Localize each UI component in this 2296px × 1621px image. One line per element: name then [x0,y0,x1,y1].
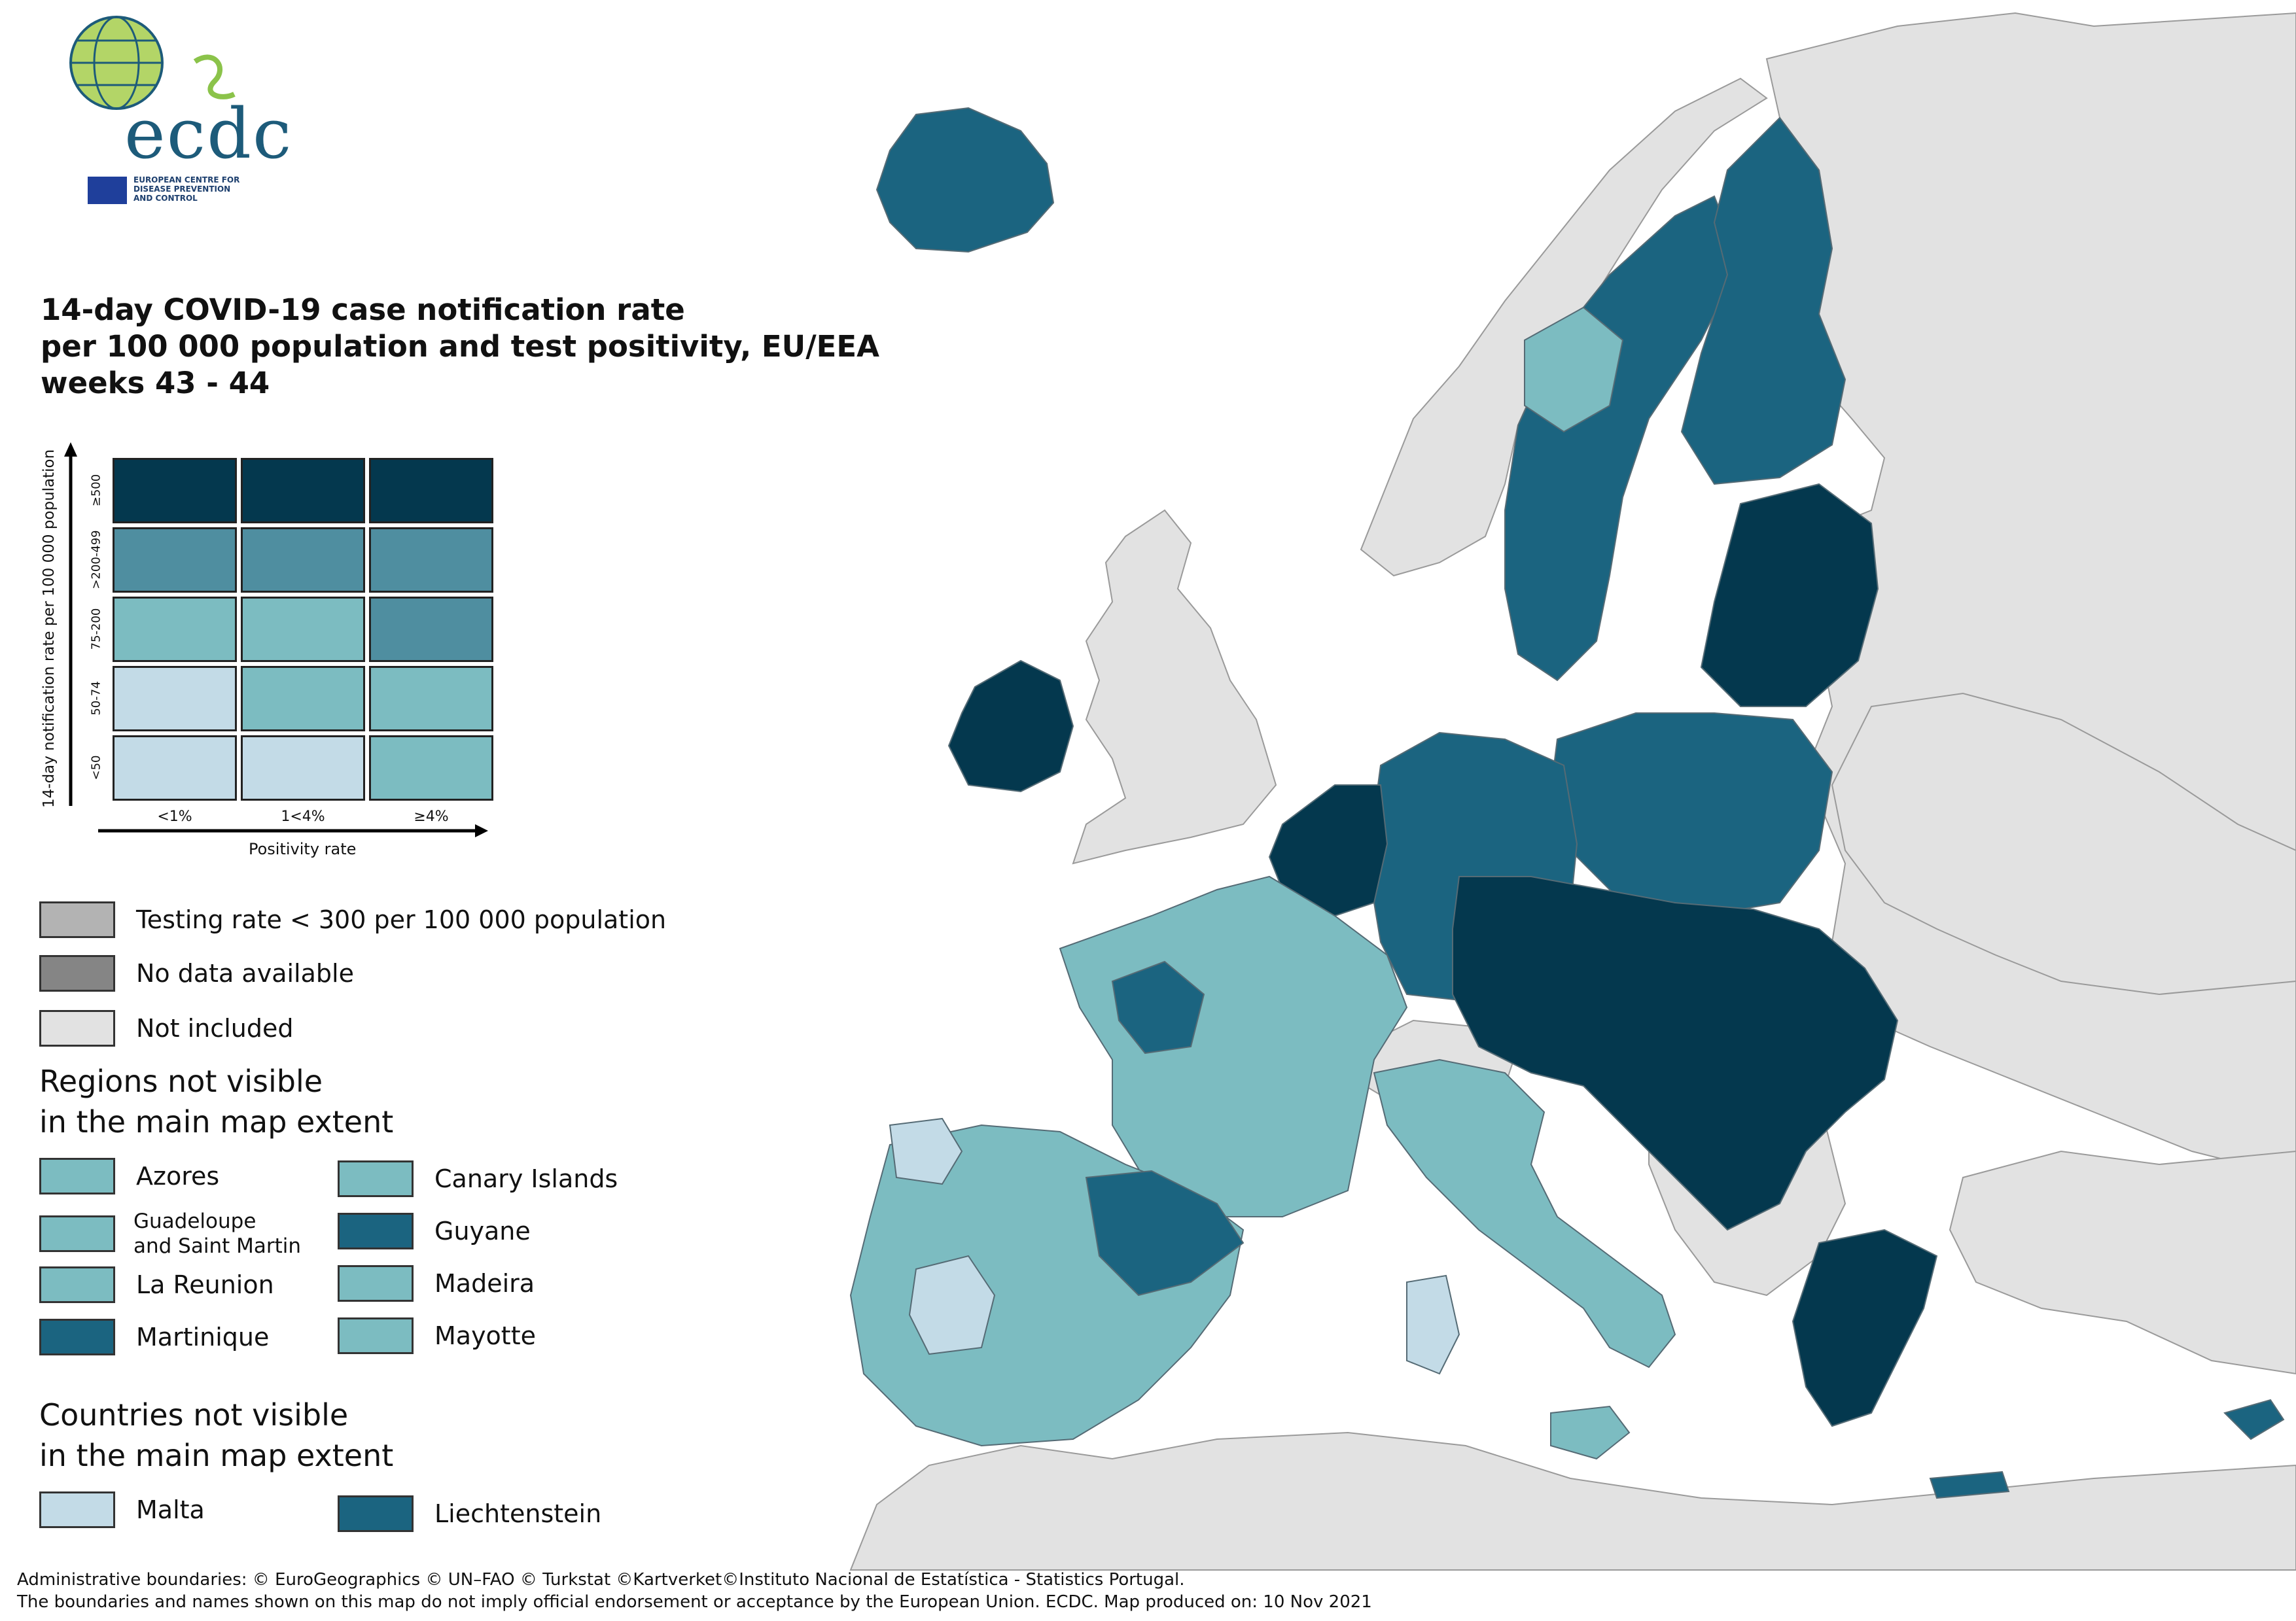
legend-region-azores: Azores [39,1157,219,1196]
matrix-column-label: <1% [157,809,192,825]
legend-country-liechtenstein: Liechtenstein [338,1494,601,1533]
matrix-cell [369,527,493,593]
map-region-sardinia [1406,1274,1460,1375]
map-region-sweden [1504,195,1742,682]
legend-region-reunion: La Reunion [39,1265,274,1304]
globe-icon [69,16,236,110]
legend-region-guadeloupe: Guadeloupe and Saint Martin [39,1208,301,1260]
matrix-column-label: 1<4% [281,809,325,825]
countries-heading: Countries not visible in the main map ex… [39,1397,394,1473]
legend-region-martinique: Martinique [39,1317,269,1357]
map-region-turkey [1949,1150,2296,1375]
map-region-spain-center-pale [908,1255,996,1355]
matrix-cell [369,666,493,731]
map-region-baltics [1700,483,1879,707]
matrix-cell [369,458,493,523]
map-region-ukraine-belarus [1831,692,2296,996]
legend-not-included: Not included [39,1009,293,1048]
footer-line-2: The boundaries and names shown on this m… [17,1592,1372,1612]
footer-line-1: Administrative boundaries: © EuroGeograp… [17,1570,1185,1590]
matrix-cell [113,735,237,801]
liechtenstein-swatch [338,1495,414,1532]
map-region-cyprus [2223,1399,2285,1440]
matrix-cell [113,666,237,731]
map-title-line-2: per 100 000 population and test positivi… [41,329,879,364]
matrix-cell [241,735,365,801]
matrix-row-label: <50 [89,755,103,780]
logo-subtitle: EUROPEAN CENTRE FOR DISEASE PREVENTION A… [133,175,240,203]
legend-testing-rate-swatch [39,901,115,938]
map-region-italy [1373,1058,1676,1368]
map-region-central-dark [1452,876,1899,1231]
footer-credits: Administrative boundaries: © EuroGeograp… [17,1569,1372,1613]
legend-region-madeira: Madeira [338,1264,535,1303]
matrix-cell [113,527,237,593]
map-region-uk [1072,509,1277,865]
x-axis-title: Positivity rate [249,840,357,858]
matrix-cell [113,597,237,662]
mayotte-swatch [338,1317,414,1354]
legend-region-guyane: Guyane [338,1211,531,1251]
map-region-north-africa [849,1431,2296,1571]
matrix-cell [369,597,493,662]
canary-swatch [338,1160,414,1197]
logo-wordmark: ecdc [124,94,293,174]
matrix-cell [241,597,365,662]
matrix-column-label: ≥4% [414,809,449,825]
matrix-cell [113,458,237,523]
map-region-france [1059,875,1408,1217]
matrix-cell [369,735,493,801]
legend-no-data-swatch [39,955,115,992]
matrix-cell [241,527,365,593]
madeira-swatch [338,1265,414,1302]
map-title-line-1: 14-day COVID-19 case notification rate [41,292,685,327]
legend-testing-rate: Testing rate < 300 per 100 000 populatio… [39,900,666,939]
regions-heading: Regions not visible in the main map exte… [39,1064,394,1140]
eu-flag-icon [88,177,127,204]
malta-swatch [39,1491,115,1528]
map-region-sweden-north [1524,306,1624,433]
azores-swatch [39,1158,115,1194]
martinique-swatch [39,1319,115,1355]
guadeloupe-swatch [39,1215,115,1252]
legend-not-included-swatch [39,1010,115,1047]
guyane-swatch [338,1213,414,1249]
map-title: 14-day COVID-19 case notification rate p… [41,292,879,402]
reunion-swatch [39,1266,115,1303]
legend-country-malta: Malta [39,1490,205,1529]
legend-region-mayotte: Mayotte [338,1316,536,1355]
map-title-line-3: weeks 43 - 44 [41,366,270,400]
map-region-greece [1792,1229,1938,1427]
map-region-france-west-dark [1111,960,1205,1055]
map-region-poland [1549,712,1833,917]
map-region-crete [1929,1471,2010,1499]
map-region-spain-northeast [1085,1170,1245,1297]
legend-region-canary: Canary Islands [338,1159,618,1198]
matrix-cell [241,458,365,523]
y-axis-title: 14-day notification rate per 100 000 pop… [41,449,58,808]
map-region-benelux [1268,784,1388,917]
map-region-iceland [875,107,1055,253]
map-region-ireland [947,659,1074,793]
ecdc-logo: ecdc EUROPEAN CENTRE FOR DISEASE PREVENT… [38,9,291,205]
legend-no-data: No data available [39,954,354,993]
map-region-sicily [1550,1405,1631,1460]
map-region-spain-north-pale [889,1117,963,1185]
map-region-finland [1680,116,1846,485]
matrix-cell [241,666,365,731]
